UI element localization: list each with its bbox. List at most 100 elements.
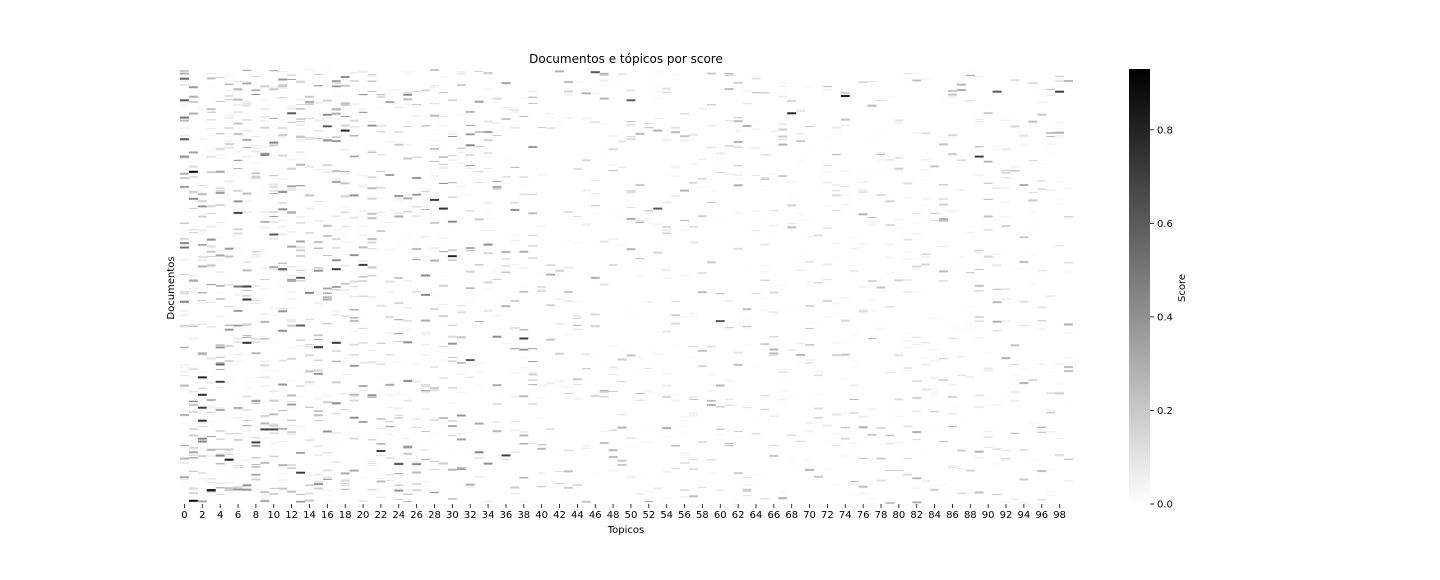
heatmap-cell-34 bbox=[331, 268, 341, 271]
x-tick-label-68: 68 bbox=[785, 510, 798, 521]
heatmap-cell-47 bbox=[626, 99, 636, 102]
x-tick-label-52: 52 bbox=[642, 510, 655, 521]
x-tick-label-2: 2 bbox=[199, 510, 205, 521]
x-tick-label-80: 80 bbox=[892, 510, 905, 521]
heatmap-cell-10 bbox=[197, 376, 207, 379]
heatmap-cell-39 bbox=[394, 463, 404, 465]
x-tick-label-18: 18 bbox=[339, 510, 352, 521]
heatmap-cell-41 bbox=[438, 207, 448, 210]
heatmap-cell-52 bbox=[974, 155, 984, 158]
x-tick-label-94: 94 bbox=[1018, 510, 1031, 521]
heatmap-cell-21 bbox=[242, 298, 252, 301]
heatmap-cell-38 bbox=[376, 450, 386, 452]
x-tick-label-76: 76 bbox=[857, 510, 870, 521]
heatmap-cell-2 bbox=[180, 116, 189, 119]
x-tick-label-84: 84 bbox=[928, 510, 941, 521]
x-tick-label-96: 96 bbox=[1035, 510, 1048, 521]
x-tick-label-40: 40 bbox=[535, 510, 548, 521]
x-tick-label-62: 62 bbox=[732, 510, 745, 521]
heatmap-cell-42 bbox=[447, 255, 457, 258]
x-tick-label-74: 74 bbox=[839, 510, 852, 521]
x-tick-label-26: 26 bbox=[410, 510, 423, 521]
heatmap-cell-3 bbox=[180, 138, 189, 141]
heatmap-cell-20 bbox=[242, 285, 252, 288]
x-tick-label-90: 90 bbox=[982, 510, 995, 521]
heatmap-cell-12 bbox=[197, 406, 207, 409]
heatmap-cell-36 bbox=[340, 129, 350, 132]
heatmap-cell-17 bbox=[224, 458, 234, 461]
x-tick-label-24: 24 bbox=[392, 510, 405, 521]
heatmap-cell-0 bbox=[180, 77, 189, 80]
heatmap-cell-28 bbox=[287, 112, 297, 115]
heatmap-cell-44 bbox=[501, 454, 511, 457]
x-tick-label-98: 98 bbox=[1053, 510, 1066, 521]
x-tick-label-14: 14 bbox=[303, 510, 316, 521]
x-tick-label-88: 88 bbox=[964, 510, 977, 521]
x-tick-label-66: 66 bbox=[767, 510, 780, 521]
x-tick-label-72: 72 bbox=[821, 510, 834, 521]
heatmap-cell-14 bbox=[206, 489, 216, 491]
heatmap-cell-53 bbox=[992, 90, 1002, 93]
heatmap-cell-16 bbox=[215, 380, 225, 383]
x-tick-label-0: 0 bbox=[181, 510, 187, 521]
heatmap-cell-22 bbox=[242, 341, 252, 344]
x-tick-label-22: 22 bbox=[375, 510, 388, 521]
heatmap-cell-31 bbox=[296, 471, 306, 474]
colorbar-tick-label-3: 0.6 bbox=[1157, 219, 1173, 230]
x-tick-label-12: 12 bbox=[285, 510, 298, 521]
heatmap-cell-8 bbox=[188, 170, 198, 173]
x-tick-label-28: 28 bbox=[428, 510, 441, 521]
colorbar-tick-label-4: 0.8 bbox=[1157, 125, 1173, 136]
x-tick-label-50: 50 bbox=[625, 510, 638, 521]
x-tick-label-10: 10 bbox=[267, 510, 280, 521]
x-tick-label-34: 34 bbox=[482, 510, 495, 521]
colorbar-tick-label-0: 0.0 bbox=[1157, 500, 1173, 511]
chart-title: Documentos e tópicos por score bbox=[529, 52, 723, 66]
heatmap-texture bbox=[180, 69, 1073, 504]
heatmap-cell-24 bbox=[260, 428, 270, 431]
heatmap-cell-32 bbox=[313, 346, 323, 349]
colorbar-tick-label-1: 0.2 bbox=[1157, 406, 1173, 417]
heatmap-cell-54 bbox=[1055, 90, 1065, 93]
heatmap-cell-15 bbox=[215, 363, 225, 366]
x-tick-label-6: 6 bbox=[235, 510, 241, 521]
heatmap-cell-37 bbox=[358, 263, 368, 266]
heatmap-cell-48 bbox=[653, 207, 663, 210]
heatmap-cell-7 bbox=[180, 246, 189, 249]
x-tick-label-70: 70 bbox=[803, 510, 816, 521]
x-tick-label-4: 4 bbox=[217, 510, 223, 521]
x-tick-label-8: 8 bbox=[253, 510, 259, 521]
x-tick-label-92: 92 bbox=[1000, 510, 1013, 521]
x-tick-label-58: 58 bbox=[696, 510, 709, 521]
heatmap-cell-43 bbox=[465, 359, 475, 362]
heatmap-cell-29 bbox=[296, 276, 306, 279]
x-tick-label-82: 82 bbox=[910, 510, 923, 521]
x-tick-label-30: 30 bbox=[446, 510, 459, 521]
heatmap-cell-1 bbox=[180, 99, 189, 102]
colorbar: 0.0 0.2 0.4 0.6 0.8 bbox=[1129, 69, 1173, 511]
x-tick-label-38: 38 bbox=[517, 510, 530, 521]
colorbar-tick-label-2: 0.4 bbox=[1157, 312, 1173, 323]
x-tick-label-78: 78 bbox=[875, 510, 888, 521]
heatmap-cell-35 bbox=[331, 341, 341, 344]
heatmap-cell-49 bbox=[715, 320, 725, 323]
heatmap-cell-26 bbox=[269, 428, 279, 431]
heatmap-area bbox=[180, 69, 1073, 504]
heatmap-cell-33 bbox=[322, 125, 332, 128]
x-tick-label-60: 60 bbox=[714, 510, 727, 521]
x-axis-label: Topicos bbox=[607, 525, 644, 536]
heatmap-cell-18 bbox=[233, 211, 243, 214]
x-axis: 0 2 4 6 8 10 12 14 16 18 20 22 24 26 28 30 32 34 36 38 40 42 4… bbox=[181, 504, 1066, 521]
x-tick-label-36: 36 bbox=[500, 510, 513, 521]
x-tick-label-64: 64 bbox=[750, 510, 763, 521]
heatmap-cell-6 bbox=[180, 242, 189, 245]
x-tick-label-32: 32 bbox=[464, 510, 477, 521]
heatmap-cell-30 bbox=[296, 324, 306, 327]
heatmap-cell-25 bbox=[269, 233, 279, 236]
x-tick-label-42: 42 bbox=[553, 510, 566, 521]
x-tick-label-20: 20 bbox=[357, 510, 370, 521]
colorbar-gradient bbox=[1129, 69, 1150, 504]
heatmap-cell-5 bbox=[180, 185, 189, 188]
